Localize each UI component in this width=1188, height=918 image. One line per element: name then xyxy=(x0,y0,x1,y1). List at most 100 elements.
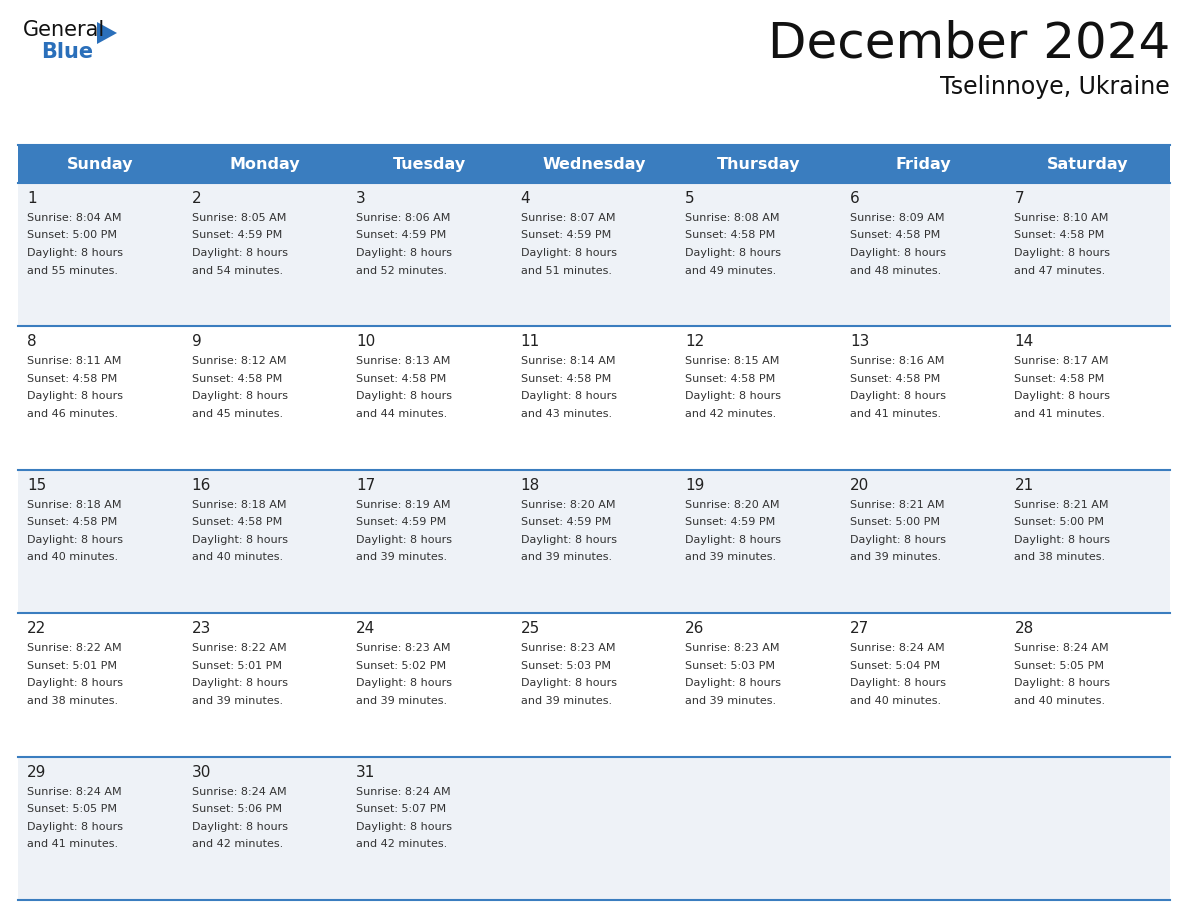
Text: and 55 minutes.: and 55 minutes. xyxy=(27,265,118,275)
Text: 29: 29 xyxy=(27,765,46,779)
Text: Thursday: Thursday xyxy=(716,156,801,172)
Text: Daylight: 8 hours: Daylight: 8 hours xyxy=(27,391,124,401)
Text: and 39 minutes.: and 39 minutes. xyxy=(685,696,777,706)
Text: and 54 minutes.: and 54 minutes. xyxy=(191,265,283,275)
Text: Daylight: 8 hours: Daylight: 8 hours xyxy=(356,248,453,258)
Text: and 38 minutes.: and 38 minutes. xyxy=(27,696,118,706)
Text: and 45 minutes.: and 45 minutes. xyxy=(191,409,283,419)
Text: 18: 18 xyxy=(520,477,541,493)
Text: Daylight: 8 hours: Daylight: 8 hours xyxy=(520,535,617,544)
Text: Sunrise: 8:24 AM: Sunrise: 8:24 AM xyxy=(1015,644,1110,654)
Text: Sunrise: 8:15 AM: Sunrise: 8:15 AM xyxy=(685,356,779,366)
Text: 24: 24 xyxy=(356,621,375,636)
Text: 22: 22 xyxy=(27,621,46,636)
Text: Sunrise: 8:16 AM: Sunrise: 8:16 AM xyxy=(849,356,944,366)
Text: Daylight: 8 hours: Daylight: 8 hours xyxy=(356,391,453,401)
Text: Daylight: 8 hours: Daylight: 8 hours xyxy=(685,391,782,401)
Text: Sunset: 5:01 PM: Sunset: 5:01 PM xyxy=(27,661,116,671)
Text: and 49 minutes.: and 49 minutes. xyxy=(685,265,777,275)
Text: Sunset: 4:59 PM: Sunset: 4:59 PM xyxy=(685,518,776,527)
Text: and 41 minutes.: and 41 minutes. xyxy=(27,839,118,849)
Text: Sunset: 4:58 PM: Sunset: 4:58 PM xyxy=(27,518,118,527)
Text: 6: 6 xyxy=(849,191,860,206)
Text: Sunset: 5:02 PM: Sunset: 5:02 PM xyxy=(356,661,447,671)
Text: 16: 16 xyxy=(191,477,211,493)
Text: and 38 minutes.: and 38 minutes. xyxy=(1015,553,1106,563)
Text: and 48 minutes.: and 48 minutes. xyxy=(849,265,941,275)
Text: 8: 8 xyxy=(27,334,37,350)
Text: Sunset: 4:58 PM: Sunset: 4:58 PM xyxy=(685,374,776,384)
Text: 17: 17 xyxy=(356,477,375,493)
Text: Daylight: 8 hours: Daylight: 8 hours xyxy=(356,822,453,832)
Text: Daylight: 8 hours: Daylight: 8 hours xyxy=(1015,248,1111,258)
Text: Sunset: 5:00 PM: Sunset: 5:00 PM xyxy=(849,518,940,527)
Text: Sunset: 4:58 PM: Sunset: 4:58 PM xyxy=(27,374,118,384)
Text: Sunrise: 8:17 AM: Sunrise: 8:17 AM xyxy=(1015,356,1108,366)
Bar xyxy=(18,183,1170,327)
Text: 30: 30 xyxy=(191,765,211,779)
Text: Daylight: 8 hours: Daylight: 8 hours xyxy=(191,535,287,544)
Text: Sunset: 4:58 PM: Sunset: 4:58 PM xyxy=(356,374,447,384)
Text: and 43 minutes.: and 43 minutes. xyxy=(520,409,612,419)
Text: Sunrise: 8:08 AM: Sunrise: 8:08 AM xyxy=(685,213,779,223)
Text: Sunrise: 8:05 AM: Sunrise: 8:05 AM xyxy=(191,213,286,223)
Bar xyxy=(18,756,1170,900)
Text: and 40 minutes.: and 40 minutes. xyxy=(1015,696,1106,706)
Text: Sunrise: 8:22 AM: Sunrise: 8:22 AM xyxy=(27,644,121,654)
Text: Daylight: 8 hours: Daylight: 8 hours xyxy=(520,248,617,258)
Text: and 41 minutes.: and 41 minutes. xyxy=(1015,409,1106,419)
Text: and 39 minutes.: and 39 minutes. xyxy=(849,553,941,563)
Text: Sunset: 4:59 PM: Sunset: 4:59 PM xyxy=(520,230,611,241)
Text: General: General xyxy=(23,20,106,40)
Text: Daylight: 8 hours: Daylight: 8 hours xyxy=(27,678,124,688)
Text: Sunset: 4:58 PM: Sunset: 4:58 PM xyxy=(1015,230,1105,241)
Text: Sunrise: 8:21 AM: Sunrise: 8:21 AM xyxy=(849,499,944,509)
Text: 31: 31 xyxy=(356,765,375,779)
Text: Tselinnoye, Ukraine: Tselinnoye, Ukraine xyxy=(940,75,1170,99)
Text: Sunset: 4:58 PM: Sunset: 4:58 PM xyxy=(1015,374,1105,384)
Text: Sunset: 5:03 PM: Sunset: 5:03 PM xyxy=(685,661,776,671)
Text: and 39 minutes.: and 39 minutes. xyxy=(356,696,447,706)
Text: and 40 minutes.: and 40 minutes. xyxy=(27,553,118,563)
Text: and 39 minutes.: and 39 minutes. xyxy=(520,696,612,706)
Text: Sunset: 5:01 PM: Sunset: 5:01 PM xyxy=(191,661,282,671)
Text: Daylight: 8 hours: Daylight: 8 hours xyxy=(685,248,782,258)
Text: Daylight: 8 hours: Daylight: 8 hours xyxy=(1015,678,1111,688)
Bar xyxy=(18,470,1170,613)
Text: 1: 1 xyxy=(27,191,37,206)
Text: December 2024: December 2024 xyxy=(767,20,1170,68)
Text: Sunset: 4:58 PM: Sunset: 4:58 PM xyxy=(849,230,940,241)
Text: 2: 2 xyxy=(191,191,201,206)
Text: 9: 9 xyxy=(191,334,201,350)
Text: Sunset: 4:58 PM: Sunset: 4:58 PM xyxy=(191,374,282,384)
Text: Daylight: 8 hours: Daylight: 8 hours xyxy=(685,535,782,544)
Text: Sunset: 4:58 PM: Sunset: 4:58 PM xyxy=(685,230,776,241)
Text: and 42 minutes.: and 42 minutes. xyxy=(191,839,283,849)
Text: Daylight: 8 hours: Daylight: 8 hours xyxy=(356,535,453,544)
Text: Sunset: 5:00 PM: Sunset: 5:00 PM xyxy=(1015,518,1105,527)
Text: and 52 minutes.: and 52 minutes. xyxy=(356,265,447,275)
Text: Daylight: 8 hours: Daylight: 8 hours xyxy=(27,248,124,258)
Text: Daylight: 8 hours: Daylight: 8 hours xyxy=(849,678,946,688)
Text: Sunset: 4:58 PM: Sunset: 4:58 PM xyxy=(520,374,611,384)
Text: 11: 11 xyxy=(520,334,541,350)
Text: Blue: Blue xyxy=(42,42,93,62)
Text: 5: 5 xyxy=(685,191,695,206)
Text: Sunrise: 8:12 AM: Sunrise: 8:12 AM xyxy=(191,356,286,366)
Bar xyxy=(18,613,1170,756)
Text: Sunrise: 8:24 AM: Sunrise: 8:24 AM xyxy=(356,787,450,797)
Text: Sunrise: 8:24 AM: Sunrise: 8:24 AM xyxy=(191,787,286,797)
Text: 27: 27 xyxy=(849,621,870,636)
Text: and 42 minutes.: and 42 minutes. xyxy=(356,839,448,849)
Text: 19: 19 xyxy=(685,477,704,493)
Text: Sunrise: 8:23 AM: Sunrise: 8:23 AM xyxy=(520,644,615,654)
Text: Daylight: 8 hours: Daylight: 8 hours xyxy=(520,678,617,688)
Bar xyxy=(18,145,1170,183)
Text: Sunrise: 8:06 AM: Sunrise: 8:06 AM xyxy=(356,213,450,223)
Text: and 47 minutes.: and 47 minutes. xyxy=(1015,265,1106,275)
Text: and 51 minutes.: and 51 minutes. xyxy=(520,265,612,275)
Text: Sunrise: 8:09 AM: Sunrise: 8:09 AM xyxy=(849,213,944,223)
Text: Saturday: Saturday xyxy=(1047,156,1129,172)
Text: and 40 minutes.: and 40 minutes. xyxy=(849,696,941,706)
Text: Sunset: 5:05 PM: Sunset: 5:05 PM xyxy=(27,804,116,814)
